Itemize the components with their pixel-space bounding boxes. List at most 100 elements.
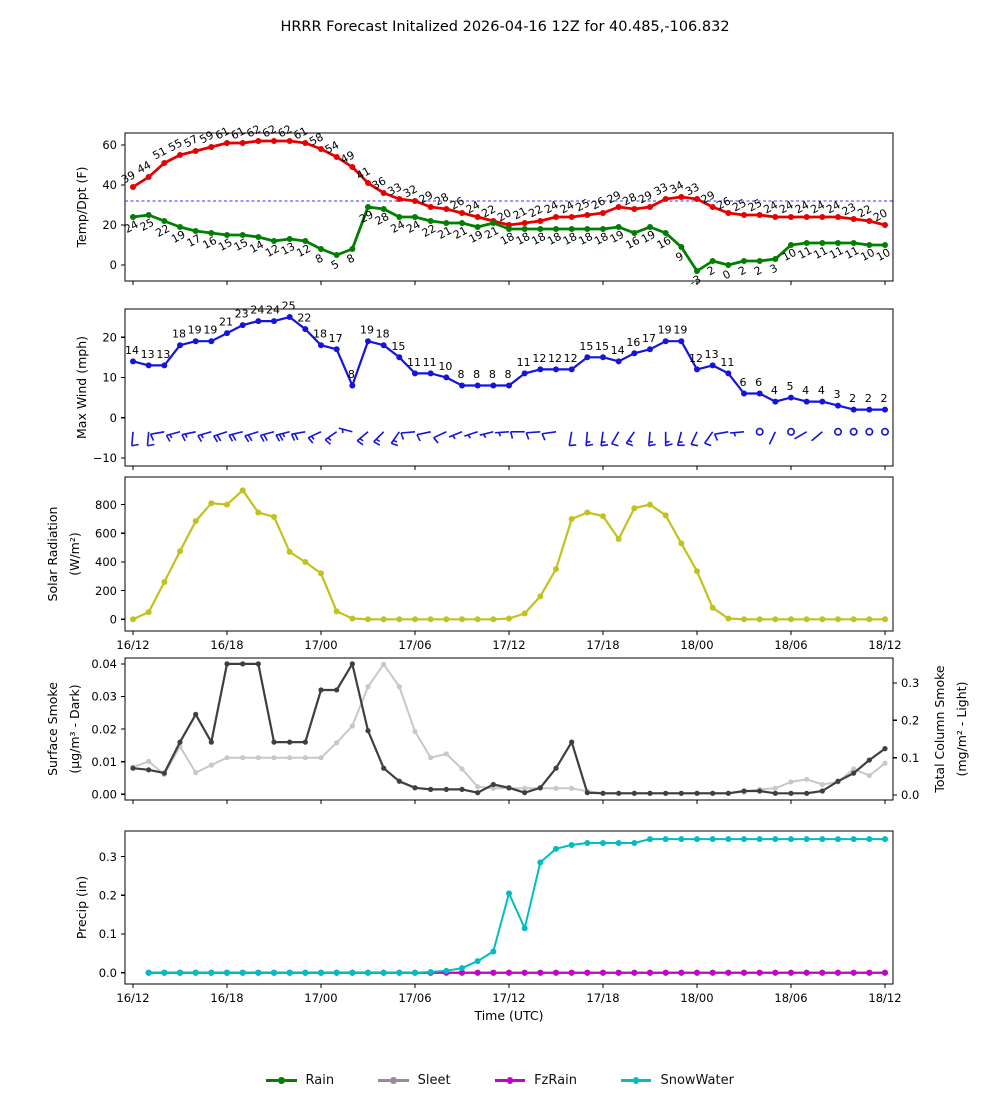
svg-text:21: 21 bbox=[482, 224, 500, 242]
svg-text:17/12: 17/12 bbox=[492, 991, 525, 1005]
svg-text:61: 61 bbox=[213, 124, 231, 142]
svg-text:4: 4 bbox=[802, 384, 809, 397]
svg-text:17/06: 17/06 bbox=[398, 991, 431, 1005]
svg-text:13: 13 bbox=[705, 348, 719, 361]
solar-series-solar-radiation bbox=[130, 487, 888, 622]
svg-text:29: 29 bbox=[699, 188, 717, 206]
svg-text:14: 14 bbox=[125, 344, 139, 357]
svg-text:20: 20 bbox=[102, 218, 117, 232]
svg-text:16/18: 16/18 bbox=[210, 991, 243, 1005]
svg-text:18/00: 18/00 bbox=[680, 638, 713, 652]
svg-text:2: 2 bbox=[849, 392, 856, 405]
svg-text:51: 51 bbox=[150, 144, 168, 162]
svg-text:200: 200 bbox=[95, 584, 117, 598]
svg-text:2: 2 bbox=[881, 392, 888, 405]
svg-text:25: 25 bbox=[282, 300, 296, 313]
svg-text:24: 24 bbox=[266, 304, 280, 317]
svg-text:-3: -3 bbox=[687, 273, 703, 290]
svg-text:0.03: 0.03 bbox=[91, 690, 117, 704]
svg-text:17/12: 17/12 bbox=[492, 638, 525, 652]
svg-text:8: 8 bbox=[345, 252, 357, 267]
svg-text:0.2: 0.2 bbox=[901, 714, 919, 728]
svg-text:0.3: 0.3 bbox=[901, 676, 919, 690]
svg-text:18: 18 bbox=[498, 230, 516, 248]
svg-text:11: 11 bbox=[517, 356, 531, 369]
svg-text:3: 3 bbox=[834, 388, 841, 401]
svg-text:2: 2 bbox=[736, 264, 748, 279]
svg-text:18: 18 bbox=[172, 328, 186, 341]
svg-text:25: 25 bbox=[573, 196, 591, 214]
svg-text:19: 19 bbox=[188, 324, 202, 337]
legend-item-sleet: Sleet bbox=[378, 1073, 450, 1088]
svg-text:28: 28 bbox=[432, 190, 450, 208]
solar-yaxis-title: Solar Radiation bbox=[45, 507, 60, 602]
svg-text:0.2: 0.2 bbox=[99, 888, 117, 902]
svg-text:23: 23 bbox=[235, 308, 249, 321]
svg-text:17: 17 bbox=[329, 332, 343, 345]
legend-swatch-rain bbox=[266, 1077, 297, 1084]
svg-text:22: 22 bbox=[855, 202, 873, 220]
svg-text:10: 10 bbox=[858, 246, 876, 264]
svg-text:15: 15 bbox=[216, 236, 234, 254]
x-axis-title: Time (UTC) bbox=[473, 1008, 543, 1023]
panel-smoke: 0.000.010.020.030.040.00.10.20.3Surface … bbox=[45, 657, 969, 804]
legend-item-fzrain: FzRain bbox=[495, 1073, 577, 1088]
svg-text:40: 40 bbox=[102, 178, 117, 192]
svg-text:800: 800 bbox=[95, 498, 117, 512]
svg-text:600: 600 bbox=[95, 526, 117, 540]
svg-text:19: 19 bbox=[360, 324, 374, 337]
svg-text:19: 19 bbox=[608, 228, 626, 246]
svg-text:11: 11 bbox=[811, 244, 829, 262]
figure-title: HRRR Forecast Initalized 2026-04-16 12Z … bbox=[280, 19, 729, 35]
smoke-yaxis-title: Surface Smoke bbox=[45, 682, 60, 776]
svg-text:0.0: 0.0 bbox=[99, 966, 117, 980]
svg-text:4: 4 bbox=[771, 384, 778, 397]
svg-text:8: 8 bbox=[505, 368, 512, 381]
svg-text:2: 2 bbox=[865, 392, 872, 405]
svg-text:400: 400 bbox=[95, 555, 117, 569]
wind-series-max-wind bbox=[130, 314, 888, 413]
svg-text:8: 8 bbox=[473, 368, 480, 381]
svg-text:13: 13 bbox=[141, 348, 155, 361]
svg-text:18/12: 18/12 bbox=[868, 991, 901, 1005]
svg-text:18/06: 18/06 bbox=[774, 638, 807, 652]
svg-text:33: 33 bbox=[652, 180, 670, 198]
svg-text:54: 54 bbox=[323, 138, 341, 156]
legend-swatch-snowwater bbox=[621, 1077, 652, 1084]
svg-text:12: 12 bbox=[532, 352, 546, 365]
svg-text:5: 5 bbox=[787, 380, 794, 393]
svg-text:17/00: 17/00 bbox=[304, 638, 337, 652]
svg-text:0.02: 0.02 bbox=[91, 722, 117, 736]
svg-text:8: 8 bbox=[489, 368, 496, 381]
svg-text:−10: −10 bbox=[93, 451, 117, 465]
legend-swatch-fzrain bbox=[495, 1077, 526, 1084]
svg-text:22: 22 bbox=[153, 222, 171, 240]
svg-text:11: 11 bbox=[407, 356, 421, 369]
svg-text:24: 24 bbox=[388, 218, 406, 236]
solar-yaxis-subtitle: (W/m²) bbox=[67, 532, 82, 576]
svg-text:21: 21 bbox=[219, 316, 233, 329]
temp-yaxis-title: Temp/Dpt (F) bbox=[74, 167, 89, 249]
svg-text:16/12: 16/12 bbox=[116, 991, 149, 1005]
svg-text:11: 11 bbox=[720, 356, 734, 369]
svg-text:8: 8 bbox=[458, 368, 465, 381]
legend-label-snowwater: SnowWater bbox=[660, 1073, 734, 1088]
svg-text:17/00: 17/00 bbox=[304, 991, 337, 1005]
svg-text:0: 0 bbox=[721, 268, 733, 283]
legend-label-sleet: Sleet bbox=[418, 1073, 451, 1088]
svg-text:28: 28 bbox=[620, 190, 638, 208]
wind-barbs bbox=[132, 428, 888, 446]
svg-text:10: 10 bbox=[102, 371, 117, 385]
svg-text:16: 16 bbox=[626, 336, 640, 349]
smoke-right-yaxis-title: Total Column Smoke bbox=[932, 665, 947, 794]
svg-text:18/12: 18/12 bbox=[868, 638, 901, 652]
svg-text:0.1: 0.1 bbox=[901, 751, 919, 765]
svg-text:24: 24 bbox=[250, 304, 264, 317]
